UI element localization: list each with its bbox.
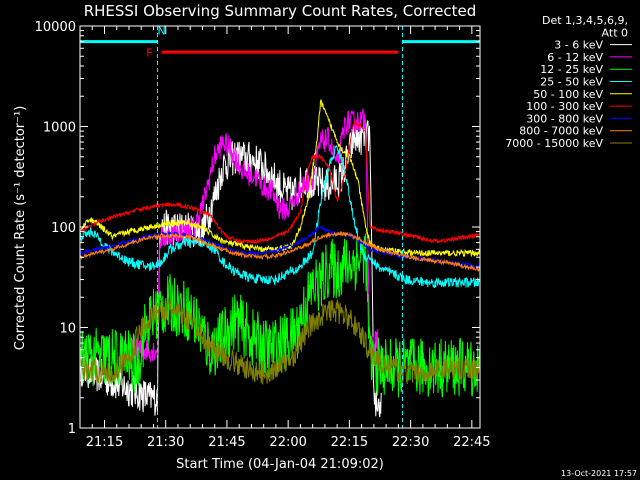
legend-label-3: 25 - 50 keV: [540, 76, 603, 89]
series-line-1: [128, 108, 379, 362]
y-tick-label-3: 1000: [43, 121, 76, 136]
x-tick-label-3: 22:00: [269, 435, 306, 450]
legend-label-2: 12 - 25 keV: [540, 63, 603, 76]
series-group: [80, 99, 480, 418]
legend-label-4: 50 - 100 keV: [533, 88, 603, 101]
series-line-7: [80, 230, 480, 273]
x-axis-label: Start Time (04-Jan-04 21:09:02): [176, 457, 384, 472]
x-tick-label-4: 22:15: [331, 435, 368, 450]
flag-label-0: F: [146, 46, 152, 59]
series-line-5: [80, 120, 480, 245]
legend-label-8: 7000 - 15000 keV: [505, 137, 603, 150]
legend-label-0: 3 - 6 keV: [554, 39, 603, 52]
axes: 21:15 21:30 21:45 22:00 22:15 22:30 22:45 1 10 10…: [35, 20, 491, 450]
y-tick-label-0: 1: [68, 422, 76, 437]
y-tick-label-2: 100: [51, 221, 76, 236]
y-tick-label-1: 10: [59, 322, 76, 337]
chart-title: RHESSI Observing Summary Count Rates, Co…: [84, 2, 477, 20]
flag-label-1: N: [158, 25, 166, 38]
series-line-3: [80, 144, 480, 289]
series-line-8: [80, 298, 480, 386]
footer-timestamp: 13-Oct-2021 17:57: [561, 469, 637, 478]
x-tick-label-6: 22:45: [453, 435, 490, 450]
legend-header-0: Det 1,3,4,5,6,9,: [542, 14, 628, 27]
legend-header-1: Att 0: [602, 26, 628, 39]
x-tick-label-2: 21:45: [208, 435, 245, 450]
x-tick-label-1: 21:30: [147, 435, 184, 450]
legend-label-5: 100 - 300 keV: [526, 100, 603, 113]
legend-label-7: 800 - 7000 keV: [519, 125, 603, 138]
legend-label-1: 6 - 12 keV: [547, 51, 603, 64]
legend-label-6: 300 - 800 keV: [526, 112, 603, 125]
y-tick-label-4: 10000: [35, 20, 76, 35]
x-tick-label-5: 22:30: [392, 435, 429, 450]
x-tick-label-0: 21:15: [86, 435, 123, 450]
y-axis-label: Corrected Count Rate (s⁻¹ detector⁻¹): [13, 106, 28, 351]
